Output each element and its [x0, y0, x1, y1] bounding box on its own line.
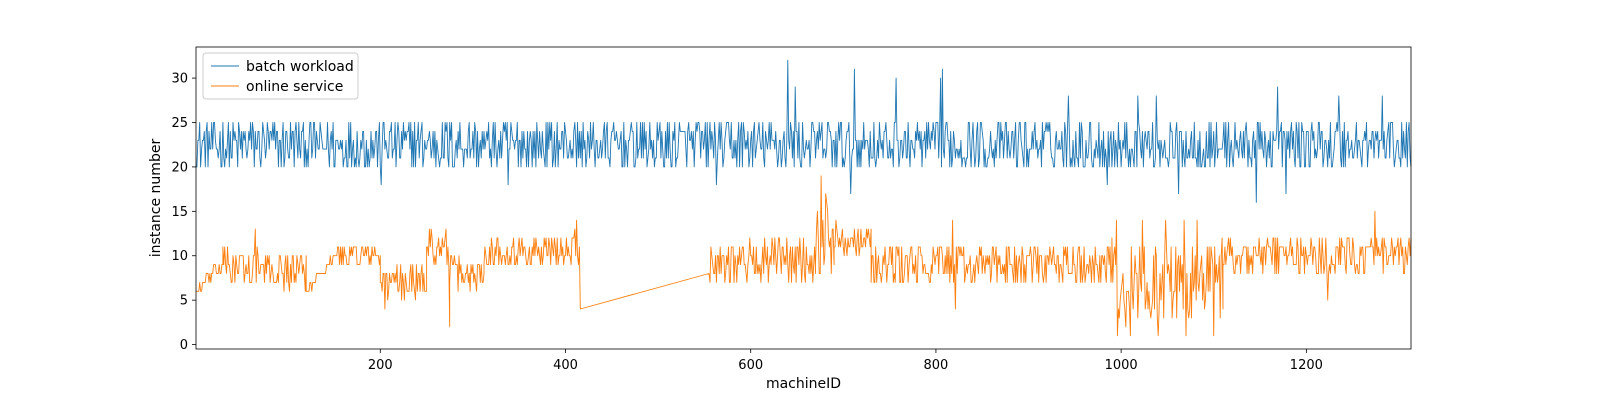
y-tick-label: 20: [171, 160, 188, 175]
legend: batch workload online service: [202, 52, 359, 100]
plot-frame: [195, 46, 1412, 350]
legend-label: batch workload: [246, 59, 354, 75]
y-tick-label: 10: [171, 249, 188, 264]
x-tick-label: 200: [368, 358, 393, 373]
series-line-online-service: [196, 175, 1412, 337]
y-axis-ticks: 0 5 10 15 20 25 30: [171, 72, 196, 353]
x-tick-label: 1200: [1290, 358, 1323, 373]
y-axis-label: instance number: [148, 139, 164, 258]
y-tick-label: 30: [171, 72, 188, 87]
x-axis-label: machineID: [766, 376, 841, 392]
legend-box: [202, 52, 359, 100]
x-axis-ticks: 200 400 600 800 1000 1200: [368, 349, 1323, 373]
y-tick-label: 15: [171, 205, 188, 220]
y-tick-label: 25: [171, 116, 188, 131]
series-layer: [196, 59, 1412, 337]
x-tick-label: 1000: [1105, 358, 1138, 373]
x-tick-label: 400: [553, 358, 578, 373]
series-line-batch-workload: [196, 59, 1412, 203]
x-tick-label: 600: [738, 358, 763, 373]
legend-label: online service: [246, 79, 343, 95]
y-tick-label: 0: [180, 338, 188, 353]
y-tick-label: 5: [180, 294, 188, 309]
x-tick-label: 800: [924, 358, 949, 373]
